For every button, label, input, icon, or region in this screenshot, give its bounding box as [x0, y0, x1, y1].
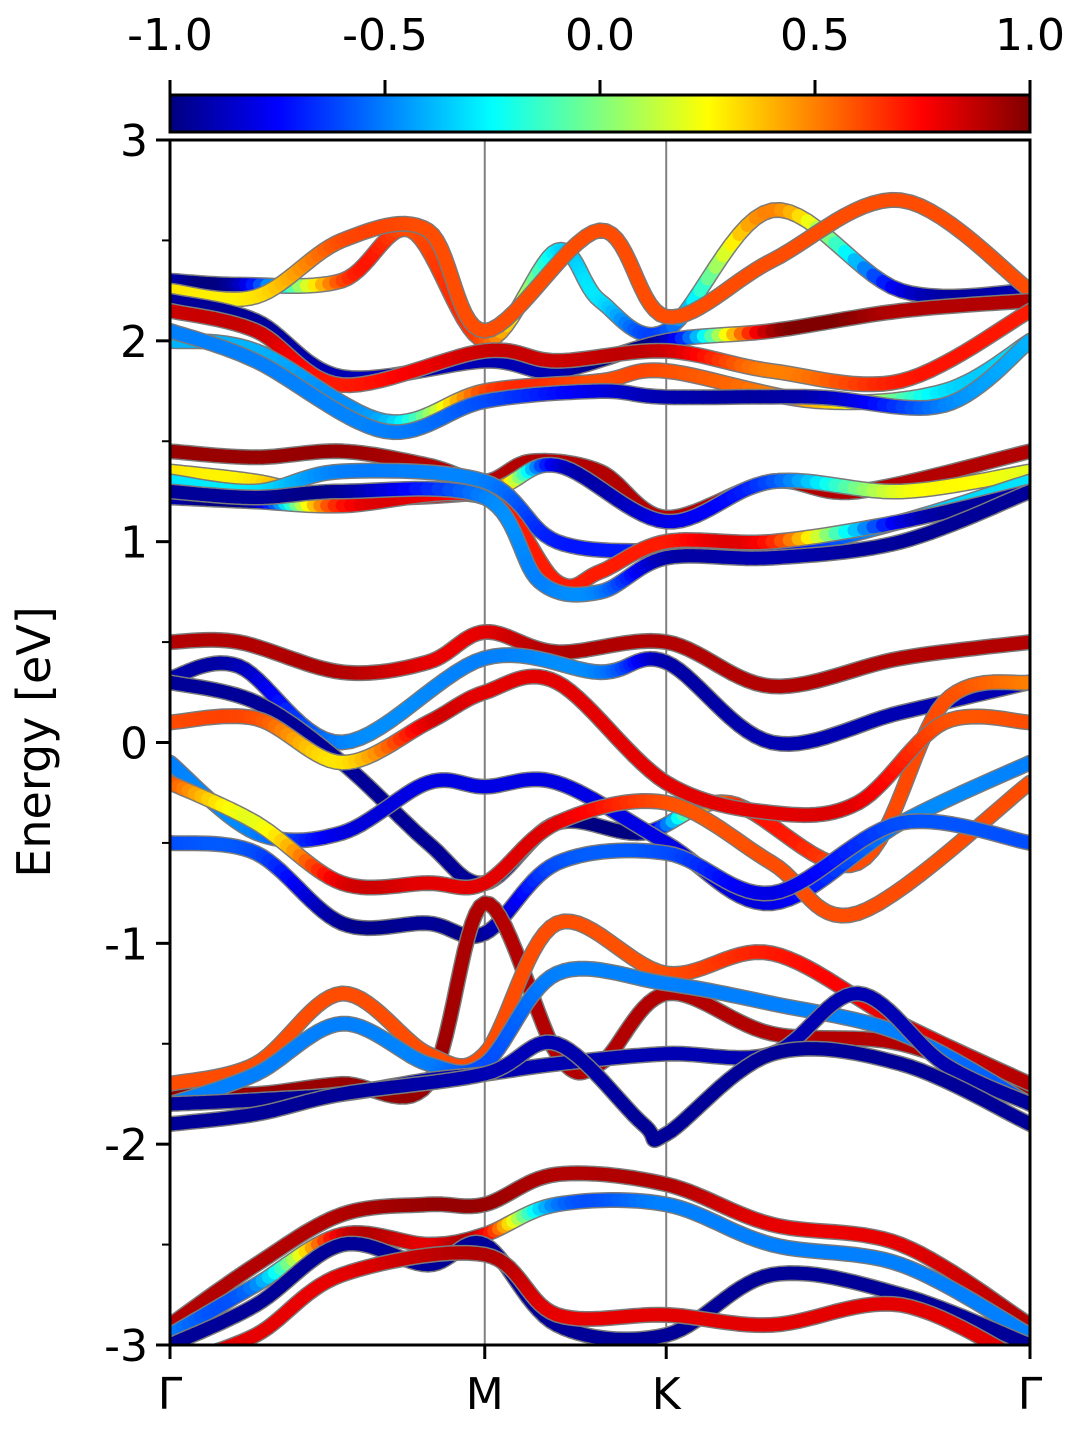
band-line	[170, 754, 1030, 912]
band-segment	[998, 1343, 1008, 1345]
band-segment	[201, 1354, 208, 1356]
band-line	[170, 774, 1030, 924]
band-segment	[194, 1356, 200, 1358]
colorbar: -1.0 -0.5 0.0 0.5 1.0	[127, 10, 1065, 134]
band-segment	[183, 1360, 189, 1362]
colorbar-tick-label: -1.0	[127, 10, 213, 61]
colorbar-tick-label: 0.0	[565, 10, 635, 61]
band-line	[170, 202, 1030, 349]
band-lines	[170, 191, 1030, 1365]
band-segment	[1018, 1359, 1025, 1363]
band-segment	[1025, 1362, 1030, 1365]
x-tick-label: M	[466, 1369, 504, 1420]
y-tick-label: 0	[120, 719, 148, 770]
y-axis-ticks: -3 -2 -1 0 1 2 3	[104, 116, 170, 1372]
band-line	[170, 302, 1030, 394]
y-tick-label: -3	[104, 1321, 148, 1372]
band-segment	[188, 1358, 194, 1360]
band-line	[170, 1034, 1030, 1149]
y-tick-label: 2	[120, 317, 148, 368]
plot-area: -3 -2 -1 0 1 2 3 Γ M K Γ Energy [eV]	[7, 116, 1043, 1420]
colorbar-ticks: -1.0 -0.5 0.0 0.5 1.0	[127, 10, 1065, 95]
x-tick-label: K	[652, 1369, 682, 1420]
colorbar-tick-label: 1.0	[995, 10, 1065, 61]
colorbar-tick-label: 0.5	[780, 10, 850, 61]
band-segment	[1011, 1355, 1018, 1359]
band-line	[170, 322, 1030, 441]
band-line	[170, 480, 1030, 603]
y-tick-label: -1	[104, 919, 148, 970]
band-segment	[174, 1363, 178, 1364]
colorbar-tick-label: -0.5	[342, 10, 428, 61]
band-line	[170, 624, 1030, 695]
band-segment	[213, 1342, 227, 1345]
y-tick-label: 1	[120, 518, 148, 569]
band-segment	[170, 1364, 174, 1365]
y-axis-label: Energy [eV]	[7, 606, 61, 877]
x-tick-label: Γ	[1018, 1369, 1043, 1420]
colorbar-gradient	[168, 93, 1032, 134]
band-segment	[208, 1352, 215, 1354]
band-line	[170, 1165, 1030, 1333]
y-tick-label: -2	[104, 1120, 148, 1171]
band-line	[170, 813, 1030, 945]
x-tick-label: Γ	[158, 1369, 183, 1420]
y-tick-label: 3	[120, 116, 148, 167]
band-line	[170, 191, 1030, 339]
band-line	[170, 668, 1030, 824]
band-line	[170, 1192, 1030, 1343]
band-line	[170, 1244, 1030, 1365]
band-segment	[216, 1340, 236, 1345]
band-segment	[178, 1361, 183, 1362]
